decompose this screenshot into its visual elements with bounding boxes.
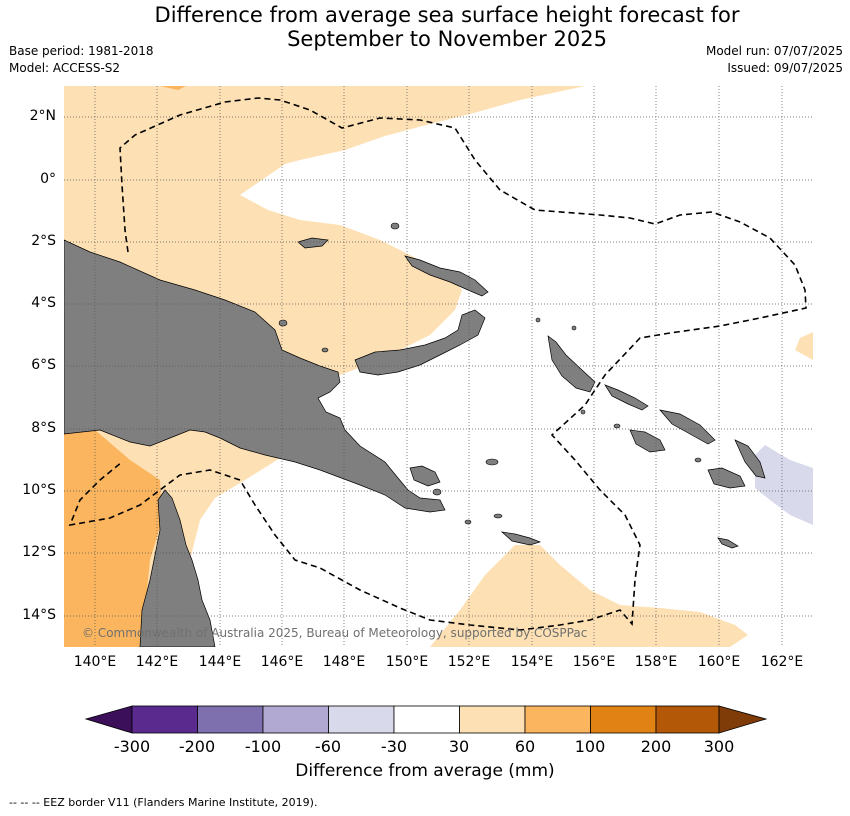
lon-label: 146°E [260,654,304,670]
lon-label: 152°E [447,654,491,670]
lon-label: 144°E [198,654,242,670]
lat-label: 12°S [22,544,56,560]
title-line-2: September to November 2025 [287,27,607,51]
lat-label: 10°S [22,482,56,498]
model-run-date: Model run: 07/07/2025 [705,44,843,58]
land-louisiade [500,531,542,546]
lon-label: 162°E [760,654,804,670]
colorbar-segment [524,705,591,734]
colorbar-tick: 100 [574,737,606,756]
anomaly-area-east [795,332,813,360]
lon-label: 158°E [634,654,678,670]
land-rennell [717,537,739,549]
eez-border-png [68,97,807,631]
lon-label: 150°E [385,654,429,670]
lat-label: 6°S [31,357,56,373]
model-name: Model: ACCESS-S2 [9,61,121,75]
lon-label: 156°E [572,654,616,670]
colorbar [84,705,768,734]
lon-label: 142°E [135,654,179,670]
small-islands [278,222,702,525]
land-manus [297,237,329,249]
colorbar-segment [131,705,198,734]
eez-legend-footnote: -- -- -- EEZ border V11 (Flanders Marine… [9,796,318,809]
lat-label: 8°S [31,420,56,436]
lat-label: 2°S [31,233,56,249]
colorbar-tick: -300 [113,737,151,756]
colorbar-tick: -200 [178,737,216,756]
colorbar-segment [393,705,460,734]
meta-right: Model run: 07/07/2025 Issued: 09/07/2025 [706,43,843,77]
map-panel [64,86,813,647]
copyright-notice: © Commonwealth of Australia 2025, Bureau… [82,626,588,640]
colorbar-tick: -60 [314,737,342,756]
colorbar-segment [262,705,329,734]
colorbar-segment [84,705,133,734]
base-period: Base period: 1981-2018 [9,44,154,58]
meta-left: Base period: 1981-2018 Model: ACCESS-S2 [9,43,154,77]
issued-date: Issued: 09/07/2025 [727,61,843,75]
colorbar-tick: -100 [244,737,282,756]
land-bougainville [547,335,596,393]
colorbar-segment [718,705,768,734]
land-new-guinea [64,239,446,513]
land-cape-york [139,489,216,647]
lat-label: 0° [40,171,56,187]
land-makira [707,467,746,489]
lon-label: 148°E [322,654,366,670]
land-malaita [734,439,766,479]
colorbar-label: Difference from average (mm) [295,761,555,781]
lon-label: 160°E [697,654,741,670]
colorbar-tick: 300 [703,737,735,756]
lon-label: 140°E [73,654,117,670]
colorbar-tick: 60 [514,737,536,756]
colorbar-segment [590,705,657,734]
anomaly-area-south [430,545,748,647]
map-gridlines [64,86,813,647]
negative-anomaly-area [755,445,813,525]
land-new-britain [354,309,486,376]
anomaly-area-top-patch [160,86,186,90]
colorbar-segment [328,705,395,734]
title-line-1: Difference from average sea surface heig… [154,3,740,27]
land-choiseul [604,384,649,411]
colorbar-segment [459,705,526,734]
lon-label: 154°E [510,654,554,670]
colorbar-tick: 200 [640,737,672,756]
lat-label: 2°N [29,108,56,124]
map-title: Difference from average sea surface heig… [0,3,850,51]
lat-label: 14°S [22,607,56,623]
colorbar-segment [197,705,264,734]
colorbar-tick: -30 [380,737,408,756]
land-santa-isabel [659,409,716,445]
land-dentrecasteaux [409,465,441,487]
anomaly-area-north-west [64,86,585,647]
colorbar-segment [655,705,720,734]
anomaly-area-west-strong [64,428,162,647]
colorbar-tick: 30 [448,737,470,756]
lat-label: 4°S [31,295,56,311]
land-new-ireland [404,255,489,297]
